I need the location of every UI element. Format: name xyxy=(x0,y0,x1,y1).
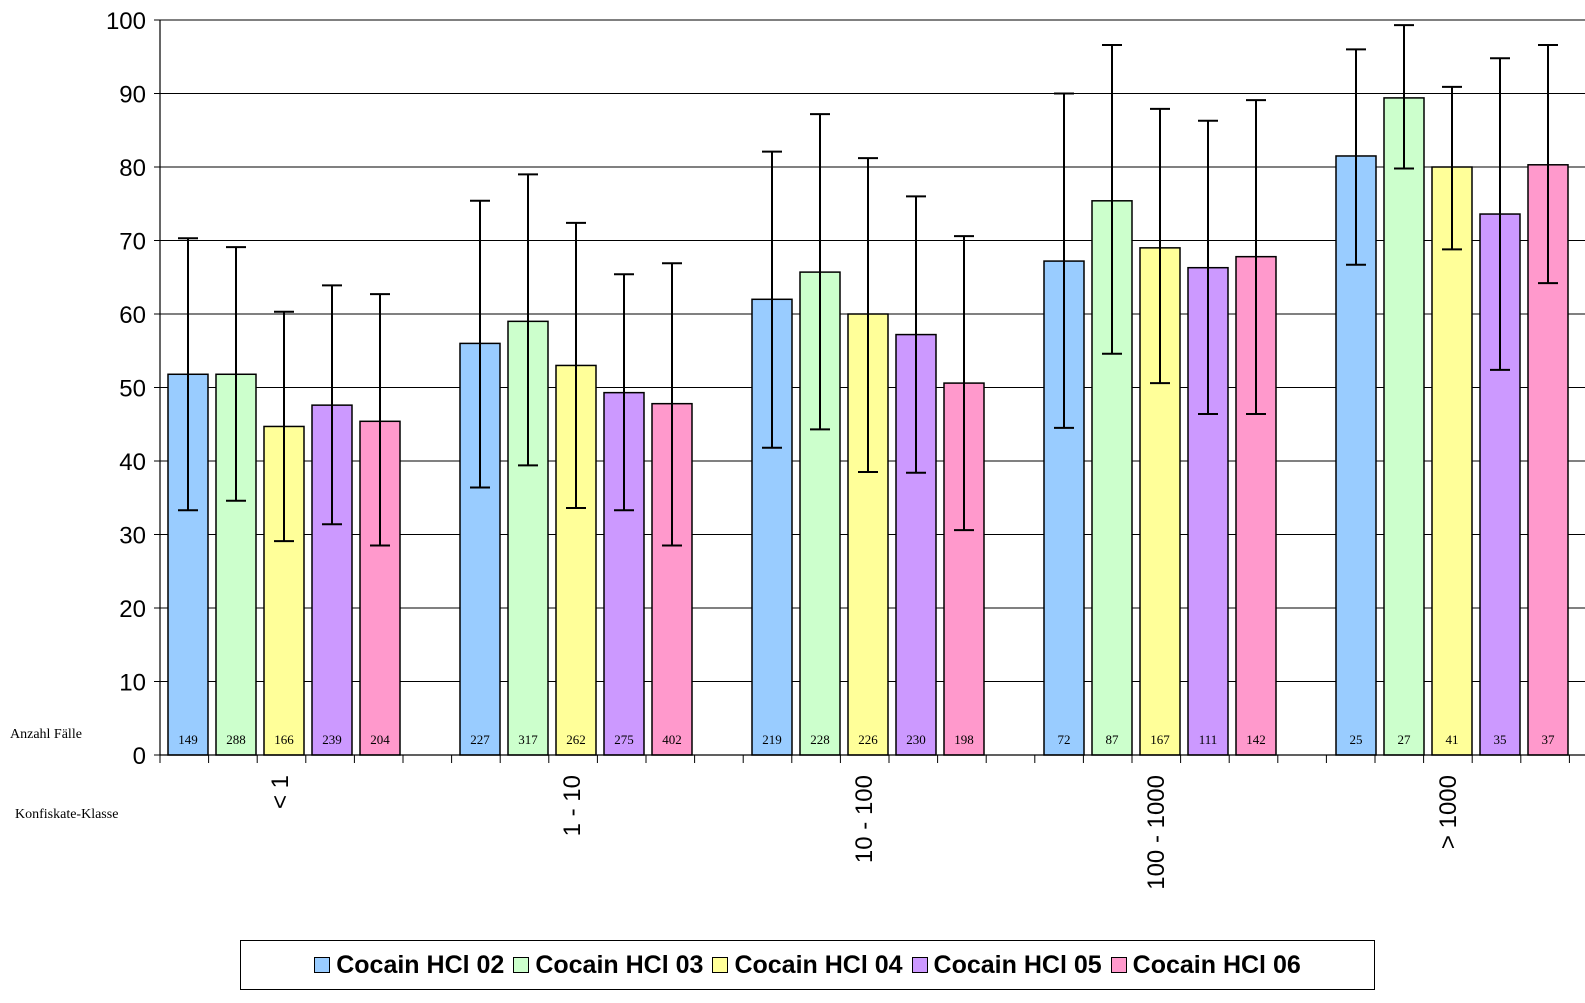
legend-item: Cocain HCl 04 xyxy=(712,950,903,980)
case-count-label: 142 xyxy=(1246,732,1266,747)
case-count-label: 37 xyxy=(1542,732,1556,747)
bars xyxy=(167,97,1569,756)
case-count-label: 72 xyxy=(1058,732,1071,747)
case-count-label: 166 xyxy=(274,732,294,747)
y-tick-label: 0 xyxy=(133,743,146,770)
case-count-label: 288 xyxy=(226,732,246,747)
y-axis: 0 10 20 30 40 50 60 70 80 90 100 xyxy=(106,8,161,770)
x-axis: < 1 1 - 10 10 - 100 100 - 1000 > 1000 xyxy=(159,754,1585,890)
case-count-label: 239 xyxy=(322,732,342,747)
case-count-label: 198 xyxy=(954,732,974,747)
legend-swatch xyxy=(712,957,729,973)
legend-label: Cocain HCl 03 xyxy=(535,950,704,979)
case-count-label: 402 xyxy=(662,732,682,747)
legend-swatch xyxy=(911,957,928,973)
bar xyxy=(1383,97,1425,756)
category-label: > 1000 xyxy=(1435,775,1462,849)
legend-label: Cocain HCl 02 xyxy=(336,950,505,979)
legend-item: Cocain HCl 06 xyxy=(1110,950,1301,980)
case-count-label: 111 xyxy=(1199,732,1218,747)
bar xyxy=(603,391,645,756)
case-count-label: 27 xyxy=(1398,732,1412,747)
y-tick-label: 80 xyxy=(119,155,146,182)
y-tick-label: 40 xyxy=(119,449,146,476)
legend-swatch xyxy=(314,957,331,973)
case-count-label: 219 xyxy=(762,732,782,747)
legend-item: Cocain HCl 03 xyxy=(513,951,703,980)
case-counts: 149 288 166 239 204 227 317 262 275 402 219 228 226 2… xyxy=(178,732,1555,747)
chart: 0 10 20 30 40 50 60 70 80 90 100 149 288 166 239 204 22… xyxy=(10,8,1585,890)
legend-swatch xyxy=(1110,957,1127,973)
y-tick-label: 90 xyxy=(119,82,146,109)
legend-swatch xyxy=(513,957,530,973)
legend-item: Cocain HCl 05 xyxy=(911,950,1102,980)
y-tick-label: 60 xyxy=(119,302,146,329)
legend-item: Cocain HCl 02 xyxy=(314,951,504,980)
case-count-label: 149 xyxy=(178,732,198,747)
y-tick-label: 20 xyxy=(119,596,146,623)
error-bars xyxy=(178,24,1558,547)
y-tick-label: 70 xyxy=(119,229,146,256)
legend: Cocain HCl 02 Cocain HCl 03 Cocain HCl 04 C… xyxy=(240,940,1375,990)
case-count-label: 25 xyxy=(1350,732,1363,747)
y-tick-label: 10 xyxy=(119,670,146,697)
y-tick-label: 100 xyxy=(106,8,146,35)
case-count-label: 317 xyxy=(518,732,538,747)
category-label: 1 - 10 xyxy=(559,775,586,836)
case-count-label: 262 xyxy=(566,732,586,747)
case-count-label: 167 xyxy=(1150,732,1170,747)
case-count-label: 87 xyxy=(1106,732,1120,747)
case-count-label: 228 xyxy=(810,732,830,747)
case-count-label: 230 xyxy=(906,732,926,747)
bar xyxy=(1431,166,1473,756)
case-count-label: 41 xyxy=(1446,732,1459,747)
category-label: 100 - 1000 xyxy=(1143,775,1170,890)
legend-label: Cocain HCl 05 xyxy=(933,950,1102,979)
case-count-label: 227 xyxy=(470,732,490,747)
case-count-label: 275 xyxy=(614,732,634,747)
category-label: < 1 xyxy=(267,775,294,809)
case-count-label: 204 xyxy=(370,732,390,747)
count-row-label: Anzahl Fälle xyxy=(10,727,82,742)
y-tick-label: 50 xyxy=(119,376,146,403)
category-label: 10 - 100 xyxy=(851,775,878,863)
legend-label: Cocain HCl 06 xyxy=(1132,950,1301,979)
legend-label: Cocain HCl 04 xyxy=(734,950,903,979)
case-count-label: 35 xyxy=(1494,732,1507,747)
x-axis-label: Konfiskate-Klasse xyxy=(15,807,118,822)
bar xyxy=(1091,200,1133,756)
y-tick-label: 30 xyxy=(119,523,146,550)
case-count-label: 226 xyxy=(858,732,878,747)
